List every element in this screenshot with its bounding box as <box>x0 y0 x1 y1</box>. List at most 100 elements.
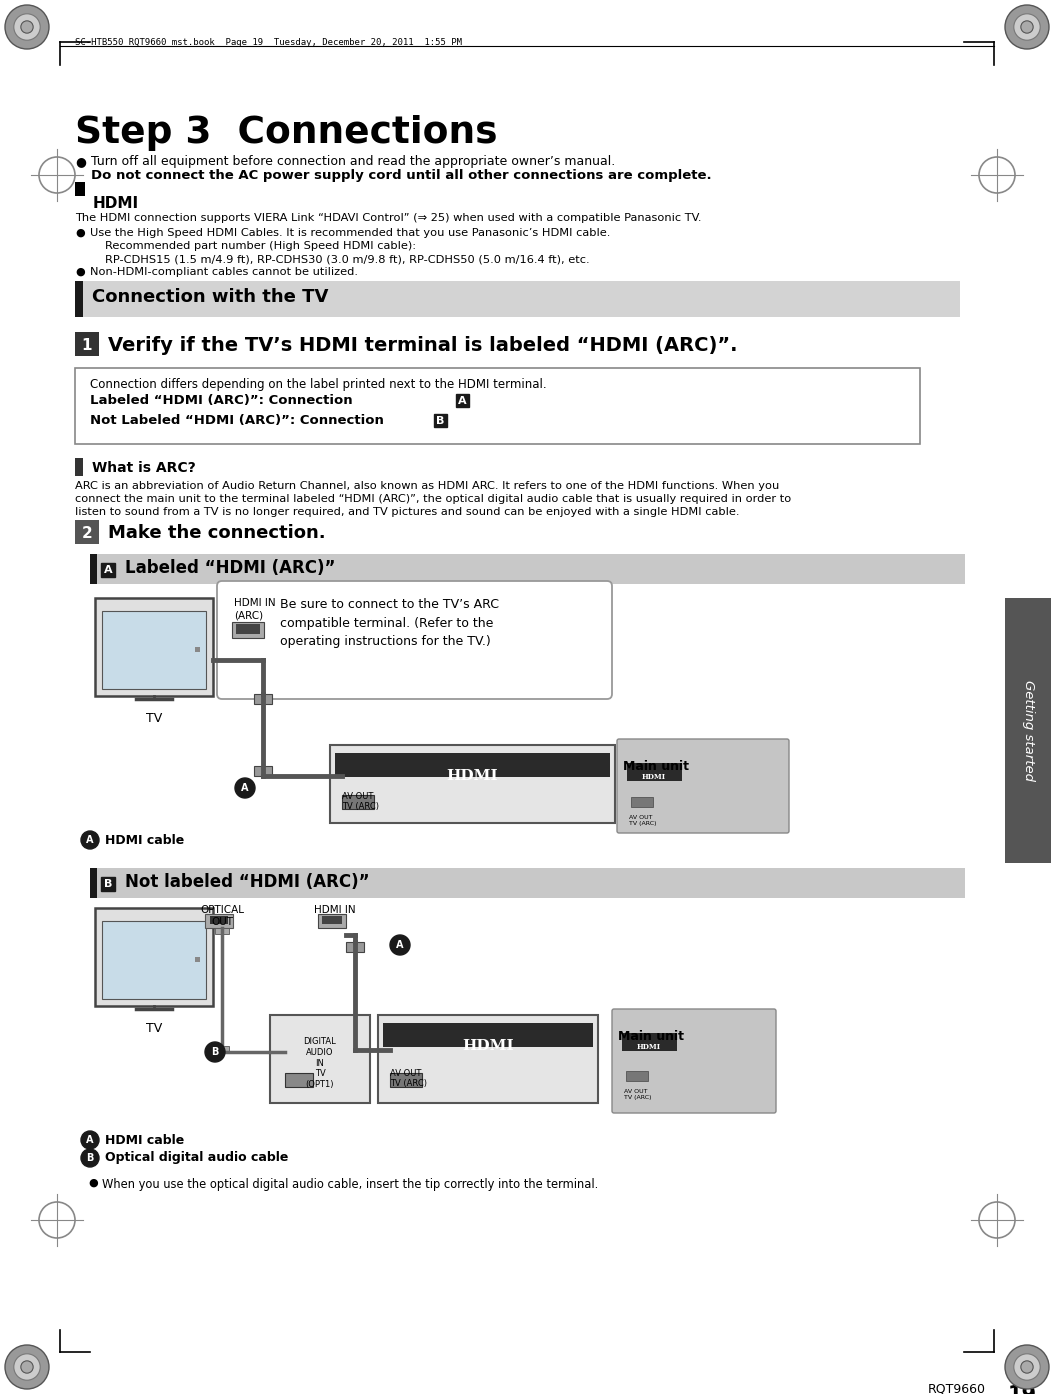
Text: Do not connect the AC power supply cord until all other connections are complete: Do not connect the AC power supply cord … <box>91 169 711 183</box>
Bar <box>75 282 83 316</box>
Bar <box>434 414 447 427</box>
Text: 1: 1 <box>82 339 93 354</box>
Bar <box>378 1015 598 1103</box>
Bar <box>232 622 264 638</box>
Bar <box>335 753 610 776</box>
Bar <box>383 1023 593 1047</box>
Bar <box>254 765 272 776</box>
Circle shape <box>1006 6 1049 49</box>
Circle shape <box>81 1149 99 1167</box>
Circle shape <box>81 831 99 849</box>
Bar <box>102 921 206 999</box>
Bar <box>330 744 614 822</box>
Text: ●: ● <box>75 268 84 277</box>
Bar <box>75 282 960 316</box>
Text: Turn off all equipment before connection and read the appropriate owner’s manual: Turn off all equipment before connection… <box>91 155 616 169</box>
Text: HDMI cable: HDMI cable <box>105 1133 184 1146</box>
Circle shape <box>21 1361 33 1373</box>
Text: HDMI: HDMI <box>637 1043 661 1051</box>
Text: Step 3  Connections: Step 3 Connections <box>75 114 497 151</box>
Circle shape <box>81 1131 99 1149</box>
Circle shape <box>1021 1361 1033 1373</box>
Text: Main unit: Main unit <box>618 1030 684 1043</box>
Bar <box>195 647 200 652</box>
Bar <box>341 795 374 809</box>
Circle shape <box>235 778 255 797</box>
Circle shape <box>14 14 40 40</box>
Circle shape <box>1014 1354 1040 1380</box>
Bar <box>102 611 206 689</box>
Text: B: B <box>103 880 112 889</box>
FancyBboxPatch shape <box>217 581 612 698</box>
Text: 2: 2 <box>81 527 93 541</box>
Bar <box>90 553 965 584</box>
Text: connect the main unit to the terminal labeled “HDMI (ARC)”, the optical digital : connect the main unit to the terminal la… <box>75 493 792 505</box>
Text: Verify if the TV’s HDMI terminal is labeled “HDMI (ARC)”.: Verify if the TV’s HDMI terminal is labe… <box>108 336 738 355</box>
Text: DIGITAL
AUDIO
IN
TV
(OPT1): DIGITAL AUDIO IN TV (OPT1) <box>304 1037 336 1089</box>
Text: Not labeled “HDMI (ARC)”: Not labeled “HDMI (ARC)” <box>125 873 370 891</box>
Bar <box>90 868 97 898</box>
FancyBboxPatch shape <box>617 739 789 834</box>
Circle shape <box>1014 14 1040 40</box>
Text: Connection differs depending on the label printed next to the HDMI terminal.: Connection differs depending on the labe… <box>90 378 547 390</box>
Bar <box>323 916 341 924</box>
Text: HDMI: HDMI <box>446 769 497 783</box>
Text: AV OUT
TV (ARC): AV OUT TV (ARC) <box>624 1089 651 1100</box>
Bar <box>236 625 260 634</box>
Text: HDMI cable: HDMI cable <box>105 834 184 846</box>
Bar <box>627 763 682 781</box>
Text: Recommended part number (High Speed HDMI cable):: Recommended part number (High Speed HDMI… <box>105 241 416 251</box>
Circle shape <box>14 1354 40 1380</box>
Text: RP-CDHS15 (1.5 m/4.9 ft), RP-CDHS30 (3.0 m/9.8 ft), RP-CDHS50 (5.0 m/16.4 ft), e: RP-CDHS15 (1.5 m/4.9 ft), RP-CDHS30 (3.0… <box>105 254 589 263</box>
Circle shape <box>21 21 33 33</box>
Text: SC-HTB550_RQT9660_mst.book  Page 19  Tuesday, December 20, 2011  1:55 PM: SC-HTB550_RQT9660_mst.book Page 19 Tuesd… <box>75 38 462 47</box>
Text: A: A <box>86 835 94 845</box>
Text: OPTICAL
OUT: OPTICAL OUT <box>200 905 243 927</box>
Text: AV OUT
TV (ARC): AV OUT TV (ARC) <box>390 1069 427 1089</box>
Bar <box>90 553 97 584</box>
Circle shape <box>5 1345 48 1388</box>
Text: What is ARC?: What is ARC? <box>92 461 196 475</box>
Text: When you use the optical digital audio cable, insert the tip correctly into the : When you use the optical digital audio c… <box>102 1178 599 1190</box>
Circle shape <box>1006 1345 1049 1388</box>
Text: 19: 19 <box>1008 1386 1037 1394</box>
Text: ●: ● <box>87 1178 98 1188</box>
Text: Use the High Speed HDMI Cables. It is recommended that you use Panasonic’s HDMI : Use the High Speed HDMI Cables. It is re… <box>90 229 610 238</box>
Text: B: B <box>86 1153 94 1163</box>
Bar <box>75 183 85 197</box>
Text: The HDMI connection supports VIERA Link “HDAVI Control” (⇒ 25) when used with a : The HDMI connection supports VIERA Link … <box>75 213 702 223</box>
Bar <box>456 395 469 407</box>
Bar <box>95 598 213 696</box>
Circle shape <box>204 1041 225 1062</box>
Text: Main unit: Main unit <box>623 760 689 774</box>
Bar <box>622 1033 677 1051</box>
Text: ●: ● <box>75 155 85 169</box>
Bar <box>318 914 346 928</box>
Text: Be sure to connect to the TV’s ARC
compatible terminal. (Refer to the
operating : Be sure to connect to the TV’s ARC compa… <box>280 598 499 648</box>
FancyBboxPatch shape <box>612 1009 776 1112</box>
Bar <box>101 563 115 577</box>
Bar <box>195 958 200 962</box>
Text: ●: ● <box>75 229 84 238</box>
Text: listen to sound from a TV is no longer required, and TV pictures and sound can b: listen to sound from a TV is no longer r… <box>75 507 740 517</box>
Text: A: A <box>103 565 113 574</box>
Text: Optical digital audio cable: Optical digital audio cable <box>105 1151 289 1164</box>
Text: A: A <box>457 396 466 406</box>
Circle shape <box>1021 21 1033 33</box>
Text: Getting started: Getting started <box>1021 679 1034 781</box>
Text: Labeled “HDMI (ARC)”: Connection: Labeled “HDMI (ARC)”: Connection <box>90 395 357 407</box>
Text: RQT9660: RQT9660 <box>928 1381 985 1394</box>
Bar <box>626 1071 648 1080</box>
Text: HDMI: HDMI <box>93 197 139 210</box>
Bar <box>204 914 233 928</box>
Bar <box>346 942 364 952</box>
Text: A: A <box>86 1135 94 1144</box>
Text: TV: TV <box>145 712 162 725</box>
Text: Non-HDMI-compliant cables cannot be utilized.: Non-HDMI-compliant cables cannot be util… <box>90 268 358 277</box>
Bar <box>101 877 115 891</box>
Bar <box>254 694 272 704</box>
Text: Labeled “HDMI (ARC)”: Labeled “HDMI (ARC)” <box>125 559 335 577</box>
Circle shape <box>5 6 48 49</box>
Bar <box>1006 598 1051 863</box>
Text: A: A <box>396 940 404 949</box>
